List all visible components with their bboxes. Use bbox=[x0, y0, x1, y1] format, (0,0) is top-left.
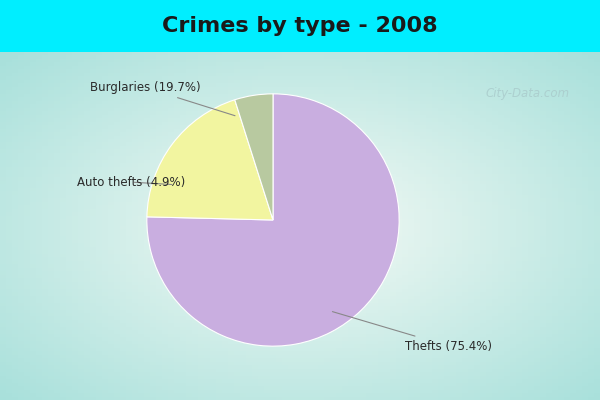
Text: Thefts (75.4%): Thefts (75.4%) bbox=[332, 312, 493, 353]
Wedge shape bbox=[147, 100, 273, 220]
Text: Burglaries (19.7%): Burglaries (19.7%) bbox=[90, 81, 235, 116]
Text: Auto thefts (4.9%): Auto thefts (4.9%) bbox=[77, 176, 186, 189]
Text: Crimes by type - 2008: Crimes by type - 2008 bbox=[162, 16, 438, 36]
Wedge shape bbox=[147, 94, 399, 346]
Wedge shape bbox=[235, 94, 273, 220]
Text: City-Data.com: City-Data.com bbox=[486, 87, 570, 100]
